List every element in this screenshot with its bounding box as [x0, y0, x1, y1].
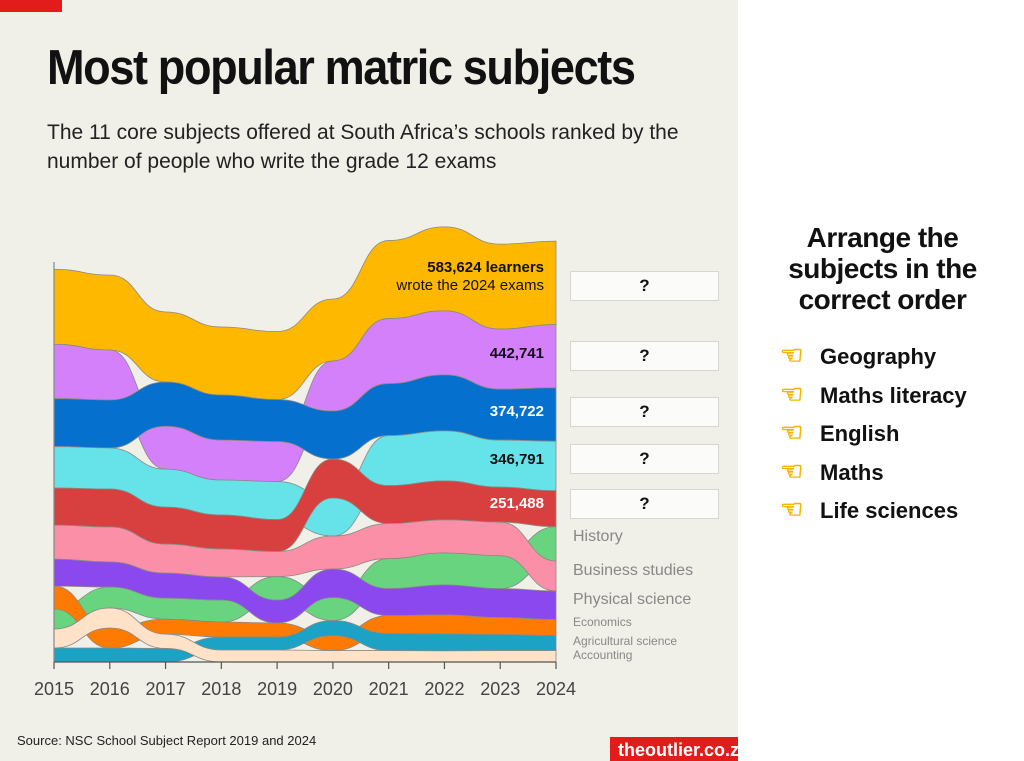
quiz-item-label: Geography: [820, 344, 937, 369]
x-tick-label: 2016: [90, 679, 130, 699]
value-label-1-line2: wrote the 2024 exams: [396, 277, 544, 294]
quiz-item-english[interactable]: ☜ English: [780, 417, 899, 448]
value-label-5: 251,488: [489, 495, 544, 512]
x-tick-label: 2021: [369, 679, 409, 699]
x-tick-label: 2020: [313, 679, 353, 699]
series-label-business-studies: Business studies: [573, 562, 694, 579]
quiz-item-life-sciences[interactable]: ☜ Life sciences: [780, 494, 958, 525]
x-tick-label: 2018: [201, 679, 241, 699]
quiz-item-maths[interactable]: ☜ Maths: [780, 456, 884, 487]
x-tick-label: 2022: [424, 679, 464, 699]
x-tick-label: 2024: [536, 679, 576, 699]
brand-logo[interactable]: theoutlier.co.za: [610, 737, 738, 761]
x-tick-label: 2019: [257, 679, 297, 699]
quiz-item-label: Life sciences: [820, 498, 959, 523]
quiz-item-maths-literacy[interactable]: ☜ Maths literacy: [780, 379, 967, 410]
value-label-3: 374,722: [489, 403, 544, 420]
page-title: Most popular matric subjects: [47, 41, 636, 95]
x-tick-label: 2015: [34, 679, 74, 699]
value-label-1-line1: 583,624 learners: [427, 259, 544, 276]
stream-chart: 2015 2016 2017 2018 2019 2020 2021 2022 2023 2024: [34, 226, 576, 699]
page-subtitle: The 11 core subjects offered at South Af…: [47, 121, 679, 173]
pointing-left-icon: ☜: [780, 379, 804, 409]
series-label-physical-science: Physical science: [573, 591, 692, 608]
quiz-item-label: Maths literacy: [820, 383, 967, 408]
quiz-item-label: Maths: [820, 460, 884, 485]
pointing-left-icon: ☜: [780, 456, 804, 486]
series-label-agricultural-science: Agricultural science: [573, 634, 678, 648]
answer-slot-2[interactable]: ?: [570, 341, 719, 371]
chart-panel: Most popular matric subjects The 11 core…: [0, 0, 738, 761]
series-band-3: [53, 374, 557, 460]
brand-bar: [0, 0, 62, 12]
x-tick-label: 2023: [480, 679, 520, 699]
source-note: Source: NSC School Subject Report 2019 a…: [17, 733, 317, 748]
x-tick-label: 2017: [146, 679, 186, 699]
pointing-left-icon: ☜: [780, 494, 804, 524]
value-label-1: 583,624 learners wrote the 2024 exams: [396, 259, 544, 295]
pointing-left-icon: ☜: [780, 417, 804, 447]
quiz-item-label: English: [820, 421, 900, 446]
quiz-item-geography[interactable]: ☜ Geography: [780, 340, 936, 371]
series-label-economics: Economics: [573, 615, 632, 629]
value-label-2: 442,741: [489, 345, 544, 362]
answer-slot-3[interactable]: ?: [570, 397, 719, 427]
series-label-history: History: [573, 528, 623, 545]
pointing-left-icon: ☜: [780, 340, 804, 370]
value-label-4: 346,791: [489, 451, 544, 468]
answer-slot-5[interactable]: ?: [570, 489, 719, 519]
quiz-title: Arrange the subjects in the correct orde…: [788, 222, 977, 315]
series-label-accounting: Accounting: [573, 648, 633, 662]
series-band-accounting: [53, 607, 557, 663]
answer-slot-1[interactable]: ?: [570, 271, 719, 301]
answer-slot-4[interactable]: ?: [570, 444, 719, 474]
